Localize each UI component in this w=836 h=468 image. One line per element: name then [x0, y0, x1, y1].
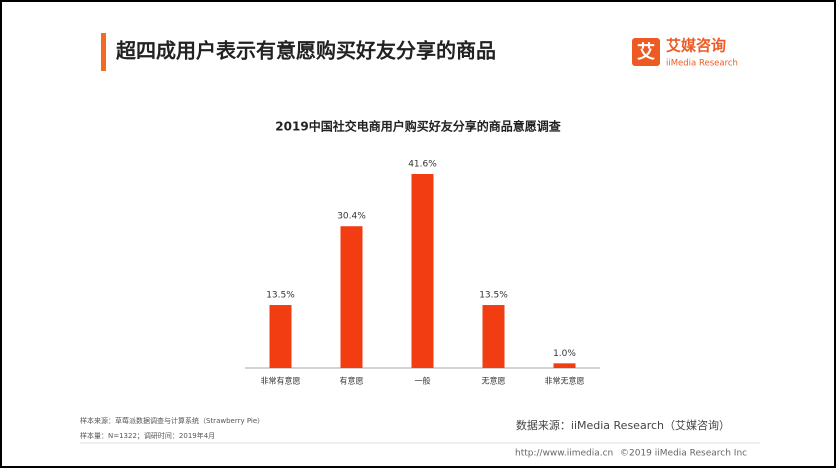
logo-box [632, 38, 660, 66]
data-source: 数据来源：iiMedia Research（艾媒咨询） [516, 418, 730, 432]
x-tick-label: 非常无意愿 [545, 376, 585, 386]
value-label: 30.4% [337, 212, 366, 222]
bar [553, 363, 576, 368]
value-label: 13.5% [479, 291, 508, 301]
bar [340, 226, 363, 368]
chart-title: 2019中国社交电商用户购买好友分享的商品意愿调查 [275, 119, 561, 134]
x-tick-label: 一般 [415, 376, 431, 386]
x-tick-label: 无意愿 [482, 376, 506, 386]
x-tick-label: 有意愿 [340, 376, 364, 386]
value-label: 41.6% [408, 160, 437, 170]
copyright: ©2019 iiMedia Research Inc [620, 449, 747, 459]
value-label: 13.5% [266, 291, 295, 301]
sample-size: 样本量：N=1322；调研时间：2019年4月 [80, 431, 215, 440]
x-tick-label: 非常有意愿 [261, 376, 301, 386]
logo-sub: iiMedia Research [666, 59, 738, 69]
bar [269, 305, 292, 368]
bar [411, 174, 434, 368]
slide-title: 超四成用户表示有意愿购买好友分享的商品 [115, 39, 496, 63]
value-label: 1.0% [553, 349, 576, 359]
url: http://www.iimedia.cn [515, 449, 613, 459]
logo-name: 艾媒咨询 [666, 37, 726, 55]
bar [482, 305, 505, 368]
sample-source: 样本来源：草莓派数据调查与计算系统（Strawberry Pie） [80, 416, 264, 425]
title-accent [101, 33, 106, 71]
logo-mark: 艾 [637, 41, 655, 63]
